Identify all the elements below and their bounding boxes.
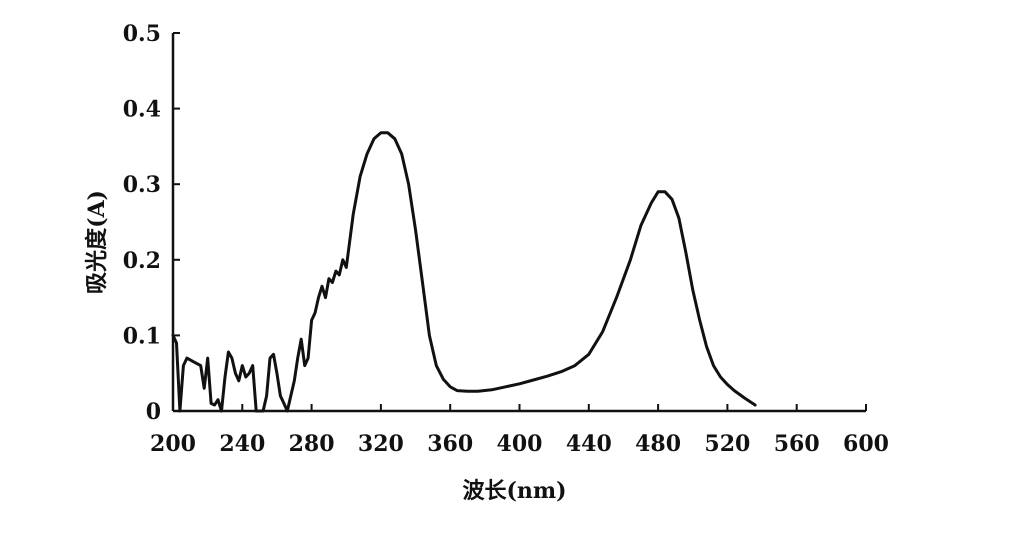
x-tick-label: 240 <box>219 431 265 457</box>
x-tick-label: 400 <box>497 431 543 457</box>
x-tick-label: 320 <box>358 431 404 457</box>
y-tick-label: 0.5 <box>123 21 161 47</box>
y-axis-title: 吸光度(A) <box>84 190 110 294</box>
x-axis-title: 波长(nm) <box>462 478 566 504</box>
x-tick-label: 560 <box>774 431 820 457</box>
y-tick-label: 0.1 <box>123 323 161 349</box>
x-tick-label: 440 <box>566 431 612 457</box>
x-tick-label: 200 <box>150 431 196 457</box>
plot-area <box>171 131 757 413</box>
x-tick-label: 280 <box>289 431 335 457</box>
absorbance-curve <box>171 131 757 413</box>
x-tick-label: 480 <box>635 431 681 457</box>
y-tick-label: 0 <box>146 399 161 425</box>
x-tick-label: 520 <box>704 431 750 457</box>
y-tick-label: 0.4 <box>123 97 161 123</box>
y-tick-label: 0.2 <box>123 248 161 274</box>
y-tick-label: 0.3 <box>123 172 161 198</box>
x-tick-label: 360 <box>427 431 473 457</box>
y-axis-ticks: 0 0.1 0.2 0.3 0.4 0.5 <box>123 21 180 425</box>
x-axis-ticks: 200 240 280 320 360 400 440 480 520 560 600 <box>150 404 889 457</box>
x-tick-label: 600 <box>843 431 889 457</box>
